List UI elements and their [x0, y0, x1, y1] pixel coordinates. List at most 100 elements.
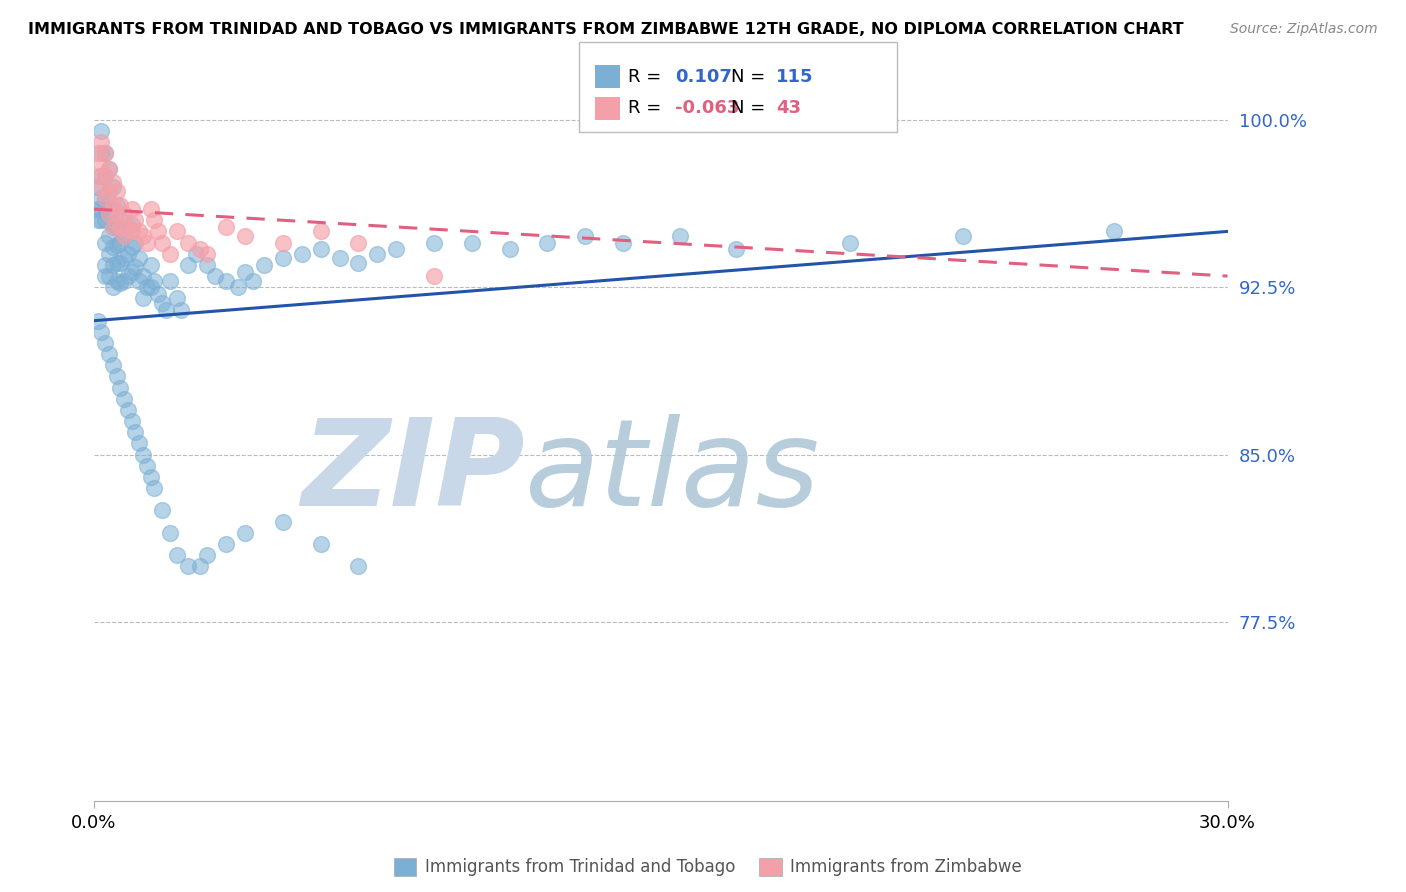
Point: [132, 291, 155, 305]
Point: [668, 228, 690, 243]
Point: [98, 228, 121, 243]
Point: [101, 197, 124, 211]
Point: [166, 291, 188, 305]
Point: [215, 273, 238, 287]
Point: [117, 268, 139, 283]
Point: [105, 197, 128, 211]
Point: [309, 224, 332, 238]
Point: [215, 219, 238, 234]
Point: [110, 235, 132, 250]
Point: [90, 191, 112, 205]
Point: [105, 184, 128, 198]
Point: [574, 228, 596, 243]
Point: [94, 258, 117, 272]
Point: [101, 359, 124, 373]
Point: [86, 179, 108, 194]
Point: [233, 228, 256, 243]
Point: [461, 235, 484, 250]
Point: [98, 184, 121, 198]
Point: [94, 169, 117, 183]
Point: [101, 202, 124, 216]
Point: [132, 448, 155, 462]
Text: ZIP: ZIP: [301, 414, 524, 531]
Point: [347, 255, 370, 269]
Point: [128, 251, 150, 265]
Point: [177, 559, 200, 574]
Point: [121, 202, 143, 216]
Point: [105, 273, 128, 287]
Point: [139, 280, 162, 294]
Point: [132, 268, 155, 283]
Point: [94, 191, 117, 205]
Text: R =: R =: [628, 68, 668, 86]
Point: [135, 235, 157, 250]
Point: [177, 258, 200, 272]
Point: [110, 213, 132, 227]
Text: R =: R =: [628, 99, 668, 117]
Point: [110, 381, 132, 395]
Point: [101, 280, 124, 294]
Point: [94, 268, 117, 283]
Point: [233, 264, 256, 278]
Point: [124, 425, 146, 440]
Point: [612, 235, 634, 250]
Point: [101, 258, 124, 272]
Point: [536, 235, 558, 250]
Point: [838, 235, 860, 250]
Point: [143, 213, 166, 227]
Text: IMMIGRANTS FROM TRINIDAD AND TOBAGO VS IMMIGRANTS FROM ZIMBABWE 12TH GRADE, NO D: IMMIGRANTS FROM TRINIDAD AND TOBAGO VS I…: [28, 22, 1184, 37]
Text: Source: ZipAtlas.com: Source: ZipAtlas.com: [1230, 22, 1378, 37]
Point: [121, 218, 143, 232]
Point: [328, 251, 350, 265]
Point: [253, 258, 276, 272]
Point: [150, 296, 173, 310]
Point: [117, 246, 139, 260]
Point: [86, 202, 108, 216]
Point: [90, 213, 112, 227]
Point: [184, 246, 207, 260]
Point: [90, 179, 112, 194]
Point: [98, 206, 121, 220]
Point: [98, 268, 121, 283]
Point: [159, 273, 181, 287]
Text: -0.063: -0.063: [675, 99, 740, 117]
Point: [309, 242, 332, 256]
Point: [271, 251, 294, 265]
Point: [112, 273, 135, 287]
Text: N =: N =: [731, 99, 770, 117]
Point: [101, 219, 124, 234]
Point: [146, 286, 169, 301]
Point: [195, 258, 218, 272]
Text: Immigrants from Trinidad and Tobago: Immigrants from Trinidad and Tobago: [425, 858, 735, 876]
Point: [98, 161, 121, 176]
Point: [128, 436, 150, 450]
Point: [94, 146, 117, 161]
Point: [94, 202, 117, 216]
Point: [94, 235, 117, 250]
Point: [347, 559, 370, 574]
Point: [143, 273, 166, 287]
Point: [90, 202, 112, 216]
Point: [135, 458, 157, 473]
Point: [110, 197, 132, 211]
Point: [98, 184, 121, 198]
Point: [94, 169, 117, 183]
Point: [112, 206, 135, 220]
Text: 43: 43: [776, 99, 801, 117]
Text: 115: 115: [776, 68, 814, 86]
Point: [215, 537, 238, 551]
Point: [124, 213, 146, 227]
Point: [139, 470, 162, 484]
Point: [90, 157, 112, 171]
Point: [195, 548, 218, 562]
Point: [226, 280, 249, 294]
Point: [90, 325, 112, 339]
Point: [132, 228, 155, 243]
Point: [110, 276, 132, 290]
Point: [271, 515, 294, 529]
Point: [124, 235, 146, 250]
Point: [101, 175, 124, 189]
Point: [150, 503, 173, 517]
Point: [385, 242, 408, 256]
Text: 0.107: 0.107: [675, 68, 731, 86]
